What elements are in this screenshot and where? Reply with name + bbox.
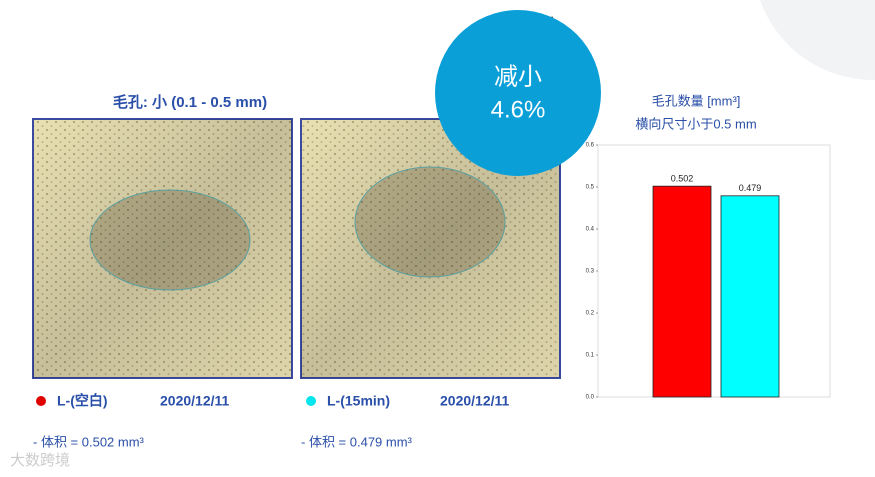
y-tick-label: 0.1 [586, 353, 595, 359]
data-label: 0.502 [671, 174, 694, 184]
callout-text: 减小 [494, 63, 542, 90]
chart-title: 毛孔数量 [mm³] [652, 93, 741, 108]
y-tick-label: 0.5 [586, 185, 595, 191]
image-left [32, 118, 293, 379]
callout: 减小 4.6% [435, 10, 601, 176]
sample-date: 2020/12/11 [160, 393, 230, 409]
panel-title: 毛孔: 小 (0.1 - 0.5 mm) [113, 93, 267, 111]
sample-volume: - 体积 = 0.502 mm³ [33, 434, 145, 449]
sample-name: L-(空白) [57, 393, 108, 409]
watermark: 大数跨境 [10, 451, 70, 469]
callout-value: 4.6% [491, 96, 546, 123]
y-tick-label: 0.2 [586, 311, 595, 317]
chart-subtitle: 横向尺寸小于0.5 mm [635, 116, 756, 131]
y-tick-label: 0.4 [586, 227, 595, 233]
y-tick-label: 0.0 [586, 395, 595, 401]
bar [720, 195, 780, 398]
sample-date: 2020/12/11 [440, 393, 510, 409]
sample-name: L-(15min) [327, 393, 390, 409]
y-tick-label: 0.3 [586, 269, 595, 275]
callout-circle [435, 10, 601, 176]
legend-dot [306, 396, 316, 406]
data-label: 0.479 [739, 183, 762, 193]
legend-dot [36, 396, 46, 406]
plot-frame [597, 144, 831, 398]
y-tick-label: 0.6 [586, 143, 595, 149]
sample-volume: - 体积 = 0.479 mm³ [301, 434, 413, 449]
corner-decoration [760, 0, 875, 81]
bar [652, 185, 712, 398]
